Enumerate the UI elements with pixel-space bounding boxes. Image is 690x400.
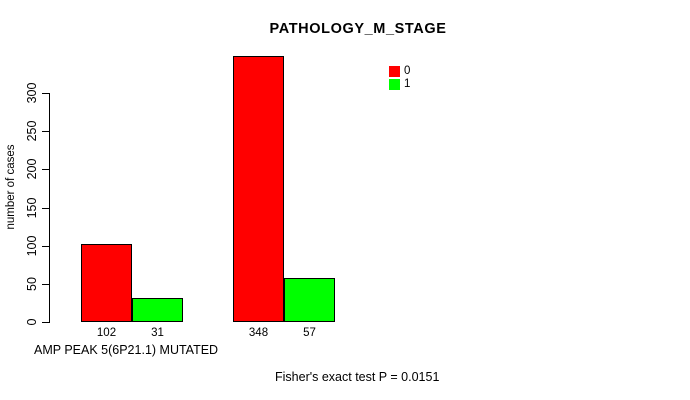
y-axis-tick-label: 250	[25, 120, 39, 142]
legend-item-0: 0	[389, 65, 410, 77]
bar-series-1-group-1	[132, 298, 183, 322]
x-axis-label: AMP PEAK 5(6P21.1) MUTATED	[34, 343, 219, 357]
y-axis-tick	[42, 93, 49, 94]
y-axis-tick-label: 200	[25, 158, 39, 180]
y-axis-tick	[42, 131, 49, 133]
y-axis-tick	[42, 322, 49, 323]
bar-value-label: 348	[248, 327, 269, 339]
bar-series-1-group-2	[284, 278, 335, 322]
bar-value-label: 102	[96, 327, 117, 339]
y-axis-line	[49, 93, 50, 323]
legend-label: 0	[404, 64, 411, 77]
y-axis-tick	[42, 283, 49, 285]
fisher-test-annotation: Fisher's exact test P = 0.0151	[275, 370, 440, 384]
y-axis-tick-label: 50	[25, 276, 39, 291]
legend-item-1: 1	[389, 78, 410, 90]
y-axis-tick	[42, 169, 49, 171]
y-axis-tick-label: 100	[25, 235, 39, 257]
bar-series-0-group-1	[81, 244, 132, 322]
bar-value-label: 31	[151, 327, 164, 339]
y-axis-tick	[42, 207, 49, 209]
y-axis-tick	[42, 245, 49, 247]
bar-series-0-group-2	[233, 56, 284, 322]
y-axis-tick-label: 0	[25, 318, 39, 326]
bar-value-label: 57	[303, 327, 316, 339]
y-axis-tick-label: 300	[25, 82, 39, 104]
legend-swatch-icon	[389, 65, 400, 77]
y-axis-tick-label: 150	[25, 197, 39, 218]
legend-label: 1	[404, 77, 411, 90]
y-axis-label: number of cases	[5, 144, 17, 230]
legend-swatch-icon	[389, 78, 400, 90]
chart-title: PATHOLOGY_M_STAGE	[269, 21, 447, 37]
